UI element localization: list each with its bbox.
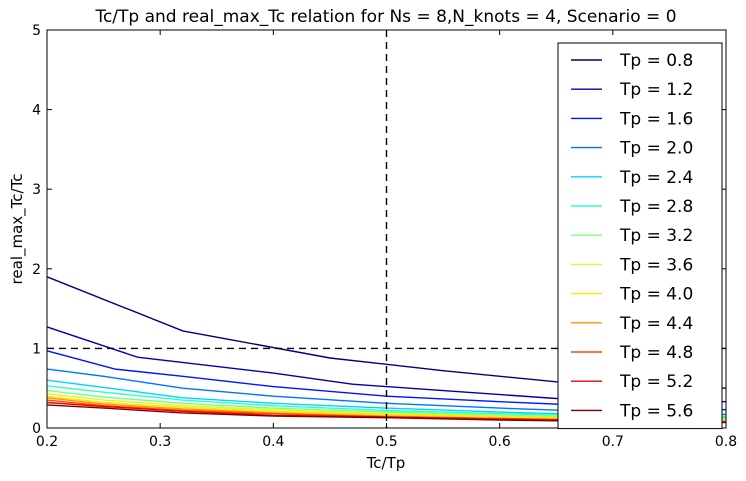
legend-label: Tp = 0.8 bbox=[619, 51, 693, 71]
x-axis-label: Tc/Tp bbox=[366, 454, 406, 472]
x-tick-label: 0.6 bbox=[489, 434, 511, 450]
y-axis-label: real_max_Tc/Tc bbox=[8, 174, 27, 285]
legend-label: Tp = 1.6 bbox=[619, 109, 693, 129]
series-line-1 bbox=[46, 326, 727, 403]
chart-title: Tc/Tp and real_max_Tc relation for Ns = … bbox=[94, 7, 676, 27]
x-tick-label: 0.4 bbox=[262, 434, 284, 450]
y-tick-label: 5 bbox=[32, 23, 41, 39]
legend-label: Tp = 1.2 bbox=[619, 80, 693, 100]
legend: Tp = 0.8 Tp = 1.2 Tp = 1.6 Tp = 2.0 Tp = 2.4… bbox=[557, 42, 723, 430]
axis-tick-labels: 0.2 0.3 0.4 0.5 0.6 0.7 0.8 0 1 2 3 4 5 bbox=[32, 23, 737, 450]
y-tick-label: 4 bbox=[32, 103, 41, 119]
legend-label: Tp = 2.4 bbox=[619, 168, 693, 188]
y-tick-label: 0 bbox=[32, 421, 41, 437]
x-tick-label: 0.3 bbox=[149, 434, 171, 450]
legend-label: Tp = 5.2 bbox=[619, 372, 693, 392]
x-tick-label: 0.2 bbox=[36, 434, 58, 450]
x-tick-label: 0.8 bbox=[715, 434, 737, 450]
x-tick-label: 0.5 bbox=[375, 434, 397, 450]
legend-label: Tp = 3.6 bbox=[619, 255, 693, 275]
legend-label: Tp = 2.0 bbox=[619, 139, 693, 159]
y-tick-label: 1 bbox=[32, 341, 41, 357]
y-tick-label: 2 bbox=[32, 262, 41, 278]
legend-label: Tp = 5.6 bbox=[619, 401, 693, 421]
x-tick-label: 0.7 bbox=[602, 434, 624, 450]
legend-label: Tp = 4.0 bbox=[619, 285, 693, 305]
y-tick-label: 3 bbox=[32, 182, 41, 198]
legend-label: Tp = 4.8 bbox=[619, 343, 693, 363]
legend-label: Tp = 3.2 bbox=[619, 226, 693, 246]
legend-label: Tp = 2.8 bbox=[619, 197, 693, 217]
legend-label: Tp = 4.4 bbox=[619, 314, 693, 334]
